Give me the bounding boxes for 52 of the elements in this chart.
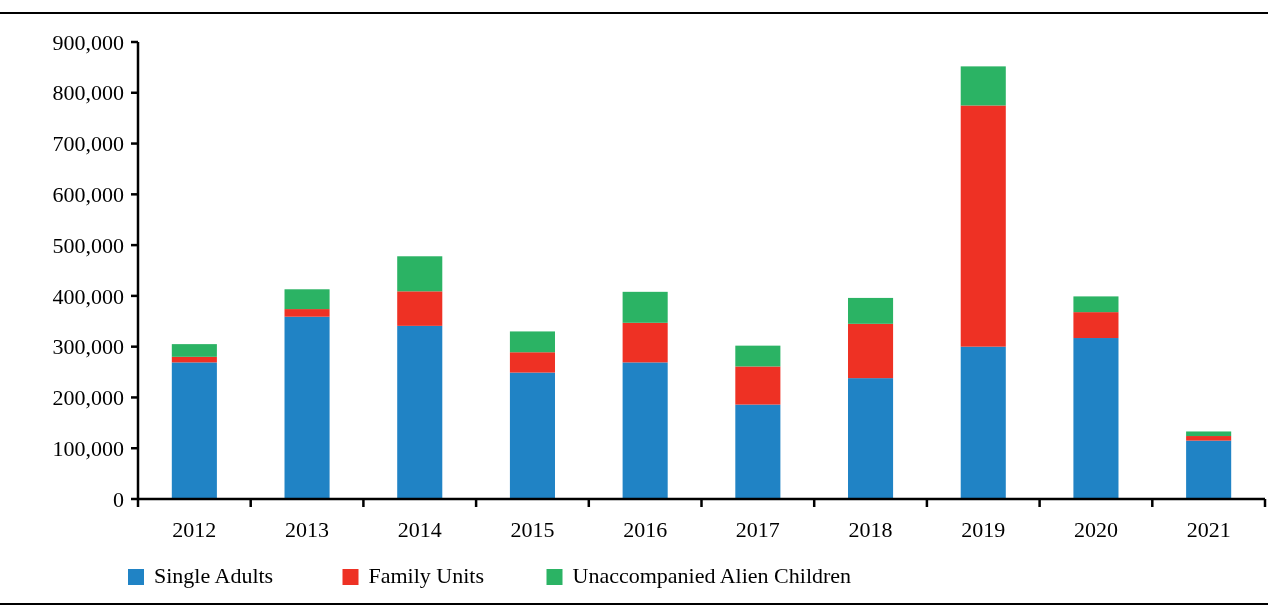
bar — [397, 256, 443, 292]
x-tick-label: 2017 — [735, 517, 780, 542]
bar — [284, 289, 330, 310]
bar — [960, 346, 1006, 499]
bar — [848, 297, 894, 324]
bar — [509, 352, 555, 373]
x-tick-label: 2015 — [510, 517, 555, 542]
legend-label: Family Units — [368, 563, 485, 588]
x-tick-label: 2016 — [623, 517, 668, 542]
x-tick-label: 2021 — [1186, 517, 1231, 542]
y-tick-label: 400,000 — [52, 283, 124, 309]
y-tick-label: 300,000 — [52, 334, 124, 360]
bar — [1186, 436, 1232, 441]
bar — [735, 345, 781, 367]
y-tick-label: 100,000 — [52, 435, 124, 461]
bar — [1186, 440, 1232, 499]
bar — [1073, 296, 1119, 313]
x-tick-label: 2018 — [848, 517, 893, 542]
bar — [509, 372, 555, 499]
bar — [284, 309, 330, 317]
x-tick-label: 2019 — [961, 517, 1006, 542]
x-tick-label: 2020 — [1073, 517, 1118, 542]
bar — [848, 378, 894, 499]
bar — [622, 291, 668, 323]
y-tick-label: 500,000 — [52, 232, 124, 258]
bar — [1186, 431, 1232, 437]
bar — [284, 316, 330, 499]
bar — [960, 105, 1006, 347]
y-tick-label: 0 — [113, 486, 124, 512]
bar — [735, 404, 781, 499]
bar — [622, 362, 668, 499]
y-tick-label: 600,000 — [52, 182, 124, 208]
y-tick-label: 700,000 — [52, 131, 124, 157]
y-tick-label: 200,000 — [52, 385, 124, 411]
bar — [171, 344, 217, 357]
bar — [622, 322, 668, 363]
bar — [1073, 338, 1119, 499]
legend-label: Unaccompanied Alien Children — [572, 563, 852, 588]
x-tick-label: 2014 — [397, 517, 442, 542]
y-tick-label: 900,000 — [52, 29, 124, 55]
x-tick-label: 2012 — [172, 517, 217, 542]
bar — [509, 331, 555, 353]
x-tick-label: 2013 — [285, 517, 330, 542]
bar — [397, 325, 443, 499]
bar — [960, 66, 1006, 106]
bar — [848, 323, 894, 379]
bar — [397, 291, 443, 326]
bar — [1073, 312, 1119, 339]
bar — [171, 362, 217, 499]
legend-label: Single Adults — [154, 563, 274, 588]
y-tick-label: 800,000 — [52, 80, 124, 106]
bar — [735, 366, 781, 405]
